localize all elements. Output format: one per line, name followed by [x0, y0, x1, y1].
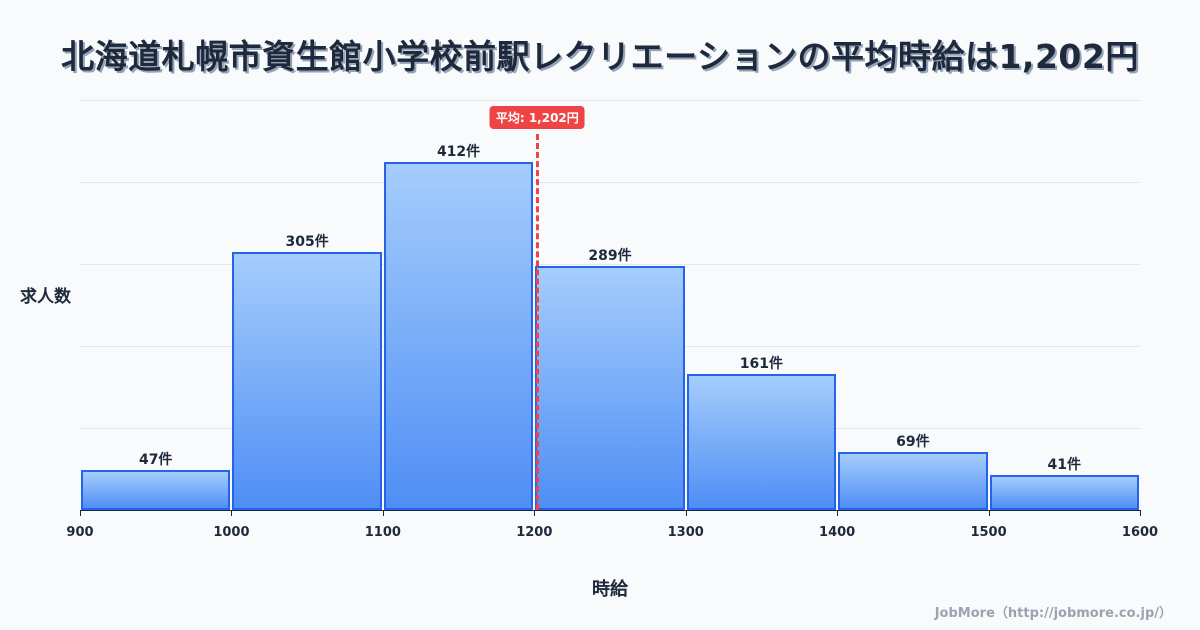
histogram-bar — [686, 373, 837, 510]
x-tick-label: 1200 — [516, 525, 553, 540]
histogram-bar — [81, 470, 231, 510]
x-tick-label: 1600 — [1121, 525, 1159, 540]
histogram-bar — [232, 252, 382, 510]
x-tick — [382, 510, 384, 516]
bar-value-label: 289件 — [588, 247, 632, 264]
bar-value-label: 305件 — [285, 234, 329, 251]
mean-line — [536, 134, 540, 510]
x-tick-label: 1300 — [667, 525, 704, 540]
x-tick-label: 900 — [66, 525, 94, 540]
x-axis-line — [80, 510, 1140, 511]
x-tick-label: 1000 — [213, 525, 250, 540]
histogram-bar — [383, 161, 534, 510]
x-tick — [1140, 510, 1141, 516]
x-tick — [534, 510, 536, 516]
histogram-bar — [989, 475, 1139, 510]
gridline — [80, 100, 1140, 101]
histogram-bar — [838, 451, 988, 510]
x-tick-label: 1100 — [364, 525, 401, 540]
plot-area: 47件 305件 412件 289件 161件 69件 41件 900 1000 1100 1200… — [66, 100, 1158, 540]
x-tick-label: 1400 — [819, 525, 856, 540]
gridline — [80, 182, 1140, 183]
x-tick — [837, 510, 839, 516]
bar-value-label: 47件 — [138, 452, 173, 469]
chart-title: 北海道札幌市資生館小学校前駅レクリエーションの平均時給は1,202円 — [61, 37, 1139, 76]
bar-value-label: 41件 — [1047, 457, 1082, 474]
x-tick — [685, 510, 687, 516]
y-axis-label: 求人数 — [20, 287, 71, 307]
x-tick — [988, 510, 990, 516]
histogram-bar — [535, 265, 685, 510]
gridline — [80, 264, 1140, 265]
x-tick — [80, 510, 81, 516]
x-tick-label: 1500 — [970, 525, 1007, 540]
bar-value-label: 69件 — [896, 433, 930, 450]
bar-value-label: 412件 — [436, 143, 481, 160]
x-axis-label: 時給 — [592, 579, 628, 600]
source-credit: JobMore（http://jobmore.co.jp/） — [934, 606, 1172, 621]
x-tick — [231, 510, 233, 516]
mean-badge: 平均: 1,202円 — [489, 106, 585, 129]
bar-value-label: 161件 — [739, 355, 784, 372]
